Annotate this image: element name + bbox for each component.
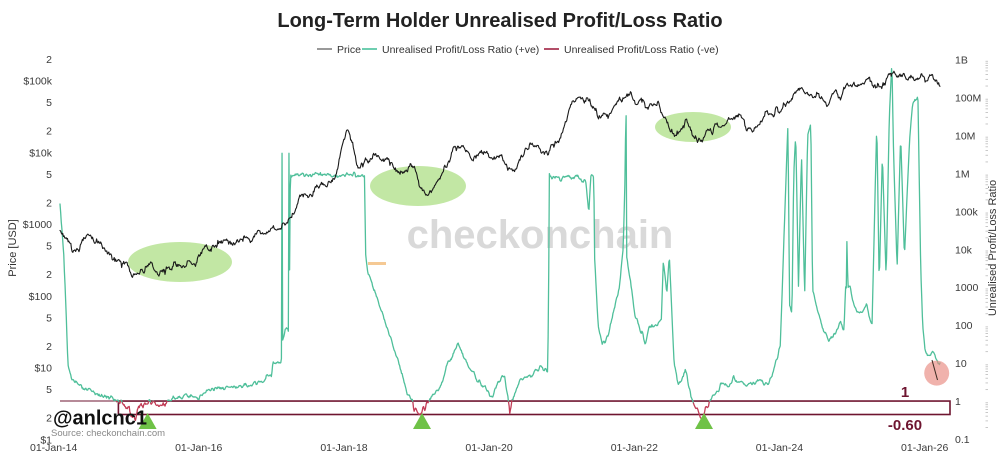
svg-text:Long-Term Holder Unrealised Pr: Long-Term Holder Unrealised Profit/Loss … — [277, 10, 722, 32]
svg-text:Price: Price — [337, 44, 361, 56]
svg-text:2: 2 — [46, 269, 52, 281]
svg-text:01-Jan-24: 01-Jan-24 — [756, 442, 803, 454]
svg-text:01-Jan-16: 01-Jan-16 — [175, 442, 222, 454]
svg-text:1B: 1B — [955, 55, 968, 67]
svg-text:5: 5 — [46, 241, 52, 253]
svg-text:1: 1 — [901, 384, 909, 401]
svg-text:01-Jan-14: 01-Jan-14 — [30, 442, 77, 454]
svg-text:2: 2 — [46, 413, 52, 425]
svg-text:checkonchain: checkonchain — [407, 213, 674, 257]
svg-text:2: 2 — [46, 341, 52, 353]
svg-text:1: 1 — [955, 396, 961, 408]
svg-text:100: 100 — [955, 320, 973, 332]
svg-text:$100: $100 — [29, 291, 53, 303]
svg-text:2: 2 — [46, 126, 52, 138]
svg-text:5: 5 — [46, 312, 52, 324]
svg-text:Unrealised Profit/Loss Ratio: Unrealised Profit/Loss Ratio — [987, 180, 999, 316]
svg-text:01-Jan-18: 01-Jan-18 — [320, 442, 367, 454]
svg-text:100M: 100M — [955, 92, 981, 104]
svg-text:10k: 10k — [955, 244, 973, 256]
svg-text:10: 10 — [955, 358, 967, 370]
svg-text:$1000: $1000 — [23, 219, 52, 231]
svg-text:Unrealised Profit/Loss Ratio (: Unrealised Profit/Loss Ratio (+ve) — [382, 44, 539, 56]
svg-text:01-Jan-26: 01-Jan-26 — [901, 442, 948, 454]
svg-text:$10: $10 — [34, 363, 52, 375]
svg-text:-0.60: -0.60 — [888, 417, 922, 434]
svg-text:1M: 1M — [955, 168, 970, 180]
svg-text:Source: checkonchain.com: Source: checkonchain.com — [51, 428, 165, 439]
svg-text:$10k: $10k — [29, 147, 53, 159]
svg-text:100k: 100k — [955, 206, 979, 218]
svg-text:01-Jan-20: 01-Jan-20 — [465, 442, 512, 454]
svg-text:1000: 1000 — [955, 282, 979, 294]
svg-text:5: 5 — [46, 97, 52, 109]
svg-text:0.1: 0.1 — [955, 434, 970, 446]
svg-text:2: 2 — [46, 197, 52, 209]
svg-text:01-Jan-22: 01-Jan-22 — [611, 442, 658, 454]
svg-text:10M: 10M — [955, 130, 975, 142]
svg-text:2: 2 — [46, 54, 52, 66]
svg-text:$100k: $100k — [23, 76, 52, 88]
svg-text:5: 5 — [46, 169, 52, 181]
svg-text:Unrealised Profit/Loss Ratio (: Unrealised Profit/Loss Ratio (-ve) — [564, 44, 719, 56]
svg-text:5: 5 — [46, 384, 52, 396]
svg-text:@anlcnc1: @anlcnc1 — [53, 408, 147, 430]
svg-text:Price [USD]: Price [USD] — [7, 219, 19, 276]
